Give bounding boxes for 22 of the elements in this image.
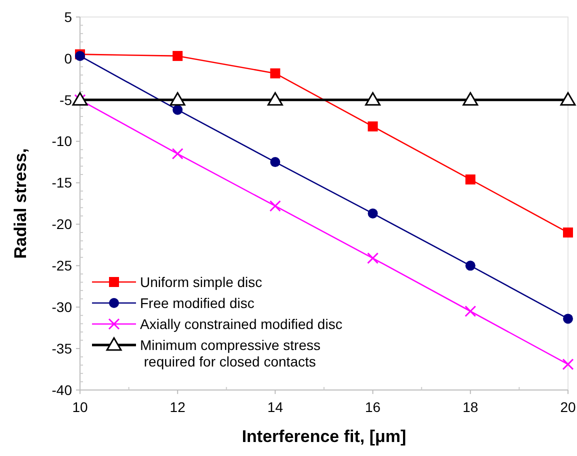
y-tick-label: -10 bbox=[52, 133, 72, 150]
y-tick-label: -30 bbox=[52, 299, 72, 316]
x-axis-title: Interference fit, [μm] bbox=[242, 427, 406, 446]
x-tick-label: 14 bbox=[267, 399, 284, 415]
y-tick-label: -20 bbox=[52, 216, 72, 232]
y-tick-label: -25 bbox=[52, 258, 72, 274]
x-tick-label: 16 bbox=[365, 399, 381, 415]
y-tick-label: -35 bbox=[52, 340, 72, 356]
legend-label: Axially constrained modified disc bbox=[140, 316, 342, 332]
y-tick-label: 0 bbox=[64, 50, 72, 66]
x-tick-label: 10 bbox=[72, 399, 88, 415]
legend-label: Minimum compressive stress required for closed contacts bbox=[140, 336, 320, 370]
y-axis-title: Radial stress, bbox=[11, 148, 30, 259]
x-tick-label: 18 bbox=[462, 399, 478, 415]
y-tick-label: -5 bbox=[60, 92, 72, 108]
y-tick-label: 5 bbox=[64, 8, 72, 25]
y-tick-label: -40 bbox=[52, 382, 72, 398]
x-tick-label: 12 bbox=[170, 399, 186, 415]
y-tick-label: -15 bbox=[52, 174, 72, 191]
x-tick-label: 20 bbox=[560, 399, 576, 415]
legend-label: Uniform simple disc bbox=[140, 274, 262, 290]
legend-label: Free modified disc bbox=[140, 294, 254, 311]
